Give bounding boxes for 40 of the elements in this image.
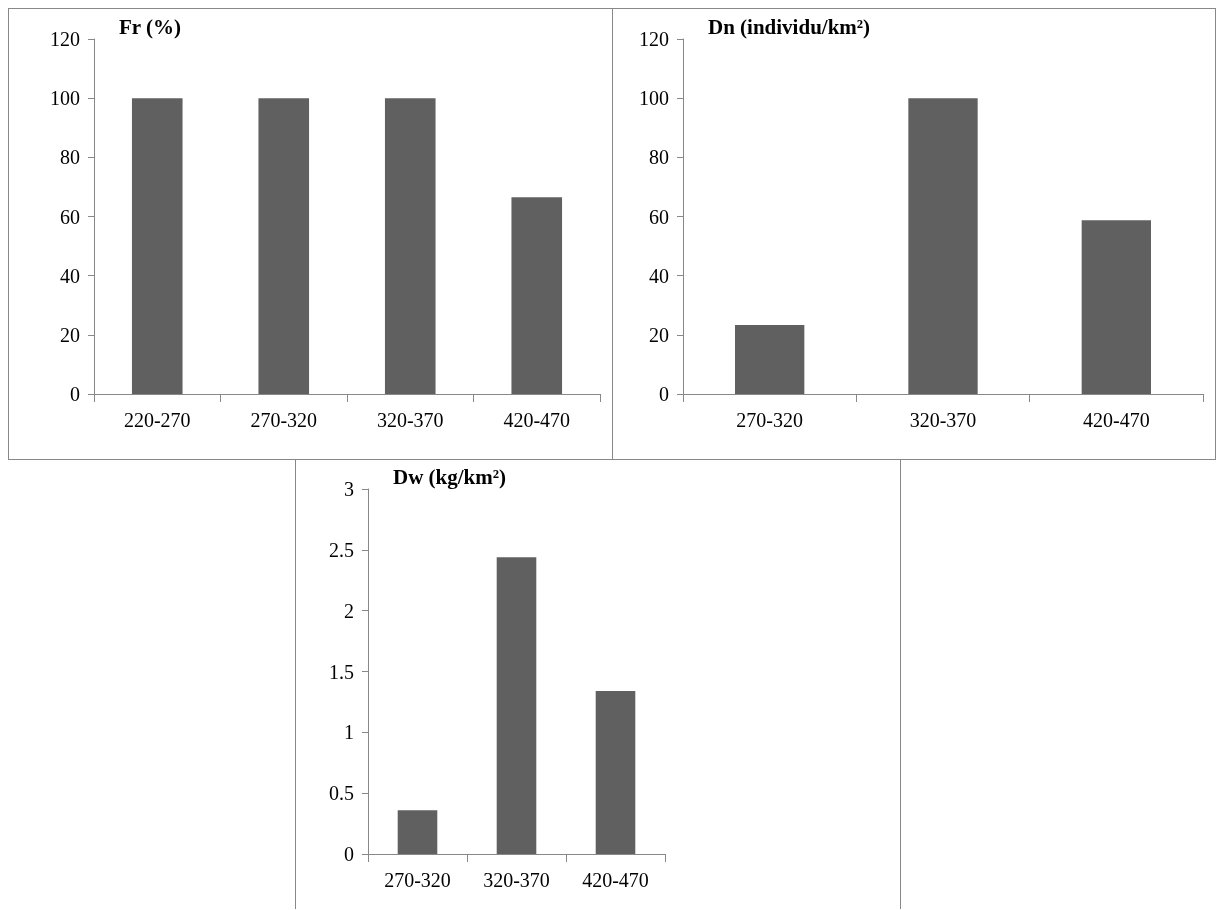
- y-tick-label: 60: [60, 205, 80, 228]
- bar: [397, 810, 438, 854]
- y-tick-label: 100: [639, 87, 669, 110]
- bar: [735, 325, 805, 394]
- x-tick-label: 320-370: [483, 869, 550, 891]
- bar: [496, 557, 537, 854]
- x-tick-label: 270-320: [736, 409, 803, 431]
- y-tick-label: 2.5: [329, 538, 354, 561]
- y-tick-label: 3: [344, 478, 354, 500]
- y-tick-label: 80: [60, 146, 80, 169]
- y-tick-label: 0: [70, 383, 80, 405]
- bar: [1081, 220, 1151, 394]
- y-tick-label: 20: [649, 323, 669, 346]
- y-tick-label: 1: [344, 721, 354, 744]
- y-tick-label: 80: [649, 146, 669, 169]
- y-tick-label: 0: [659, 383, 669, 405]
- y-tick-label: 40: [60, 264, 80, 287]
- y-tick-label: 0: [344, 843, 354, 865]
- x-tick-label: 420-470: [1083, 409, 1150, 431]
- y-tick-label: 100: [50, 87, 80, 110]
- y-tick-label: 120: [50, 28, 80, 50]
- y-tick-label: 40: [649, 264, 669, 287]
- y-tick-label: 120: [639, 28, 669, 50]
- chart-title: Dw (kg/km²): [393, 464, 507, 489]
- x-tick-label: 320-370: [376, 409, 444, 431]
- x-tick-label: 420-470: [503, 409, 571, 431]
- y-tick-label: 60: [649, 205, 669, 228]
- x-tick-label: 320-370: [909, 409, 977, 431]
- x-tick-label: 420-470: [582, 869, 649, 891]
- y-tick-label: 0.5: [329, 782, 354, 805]
- x-tick-label: 220-270: [123, 409, 191, 431]
- x-tick-label: 270-320: [384, 869, 451, 891]
- x-tick-label: 270-320: [250, 409, 318, 431]
- chart-title: Fr (%): [119, 14, 182, 39]
- y-tick-label: 2: [344, 599, 354, 622]
- y-tick-label: 20: [60, 323, 80, 346]
- chart-title: Dn (individu/km²): [708, 14, 871, 39]
- bar: [595, 690, 636, 854]
- bar: [908, 98, 978, 394]
- y-tick-label: 1.5: [329, 660, 354, 683]
